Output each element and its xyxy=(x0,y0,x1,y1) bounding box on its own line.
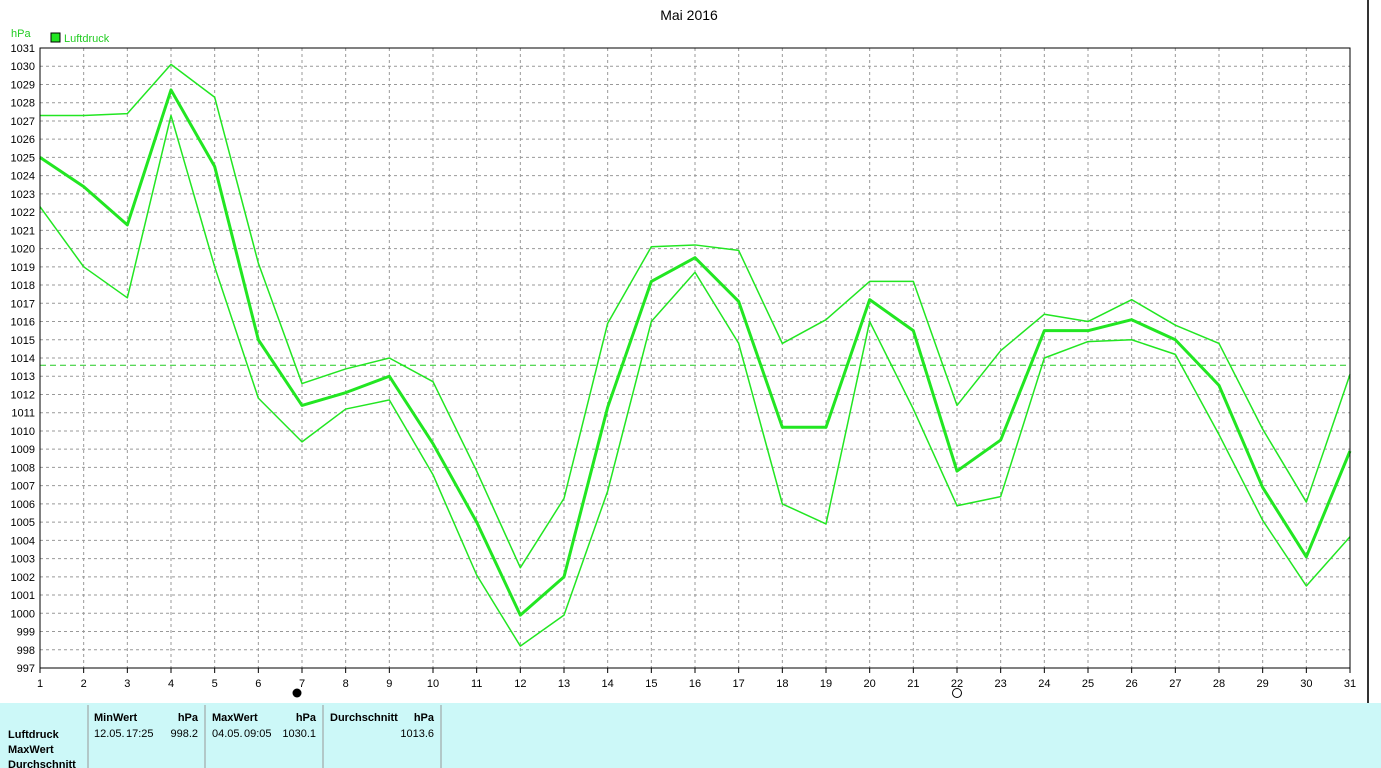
y-tick-label: 1028 xyxy=(11,98,35,110)
x-tick-label: 16 xyxy=(689,678,701,690)
column-unit: hPa xyxy=(178,712,199,724)
y-tick-label: 1004 xyxy=(11,535,35,547)
average-value: 1013.6 xyxy=(400,728,434,740)
x-tick-label: 19 xyxy=(820,678,832,690)
y-tick-label: 1025 xyxy=(11,152,35,164)
x-tick-label: 1 xyxy=(37,678,43,690)
y-tick-label: 1000 xyxy=(11,608,35,620)
y-tick-label: 1020 xyxy=(11,244,35,256)
column-header: MaxWert xyxy=(212,712,258,724)
column-unit: hPa xyxy=(296,712,317,724)
y-tick-label: 1024 xyxy=(11,171,35,183)
x-tick-label: 30 xyxy=(1300,678,1312,690)
legend-swatch xyxy=(50,32,61,43)
x-tick-label: 7 xyxy=(299,678,305,690)
y-tick-label: 1022 xyxy=(11,207,35,219)
x-tick-label: 15 xyxy=(645,678,657,690)
row-label: Durchschnitt xyxy=(8,759,76,768)
x-tick-label: 22 xyxy=(951,678,963,690)
y-tick-label: 1012 xyxy=(11,389,35,401)
legend-label: Luftdruck xyxy=(64,33,110,45)
x-tick-label: 3 xyxy=(124,678,130,690)
x-tick-label: 13 xyxy=(558,678,570,690)
series-line xyxy=(39,114,1351,647)
y-tick-label: 1009 xyxy=(11,444,35,456)
y-tick-label: 998 xyxy=(17,645,35,657)
x-tick-label: 27 xyxy=(1169,678,1181,690)
y-tick-label: 1023 xyxy=(11,189,35,201)
x-tick-label: 12 xyxy=(514,678,526,690)
x-tick-label: 9 xyxy=(386,678,392,690)
column-header: MinWert xyxy=(94,712,138,724)
time: 09:05 xyxy=(244,728,272,740)
x-tick-label: 21 xyxy=(907,678,919,690)
y-tick-label: 1021 xyxy=(11,225,35,237)
x-tick-label: 20 xyxy=(864,678,876,690)
x-tick-label: 8 xyxy=(343,678,349,690)
x-tick-label: 18 xyxy=(776,678,788,690)
x-tick-label: 23 xyxy=(995,678,1007,690)
column-unit: hPa xyxy=(414,712,435,724)
x-tick-label: 10 xyxy=(427,678,439,690)
time: 17:25 xyxy=(126,728,154,740)
new-moon-icon xyxy=(952,688,962,698)
y-tick-label: 1002 xyxy=(11,572,35,584)
y-axis-unit: hPa xyxy=(11,28,31,40)
series-line xyxy=(40,63,1351,569)
y-tick-label: 1031 xyxy=(11,43,35,55)
y-tick-label: 1006 xyxy=(11,499,35,511)
y-tick-label: 1013 xyxy=(11,371,35,383)
y-tick-label: 1014 xyxy=(11,353,35,365)
y-tick-label: 1030 xyxy=(11,61,35,73)
y-tick-label: 1010 xyxy=(11,426,35,438)
date: 04.05. xyxy=(212,728,243,740)
x-tick-label: 28 xyxy=(1213,678,1225,690)
x-tick-label: 5 xyxy=(212,678,218,690)
x-tick-label: 25 xyxy=(1082,678,1094,690)
x-tick-label: 4 xyxy=(168,678,174,690)
column-header: Durchschnitt xyxy=(330,712,398,724)
y-tick-label: 1001 xyxy=(11,590,35,602)
x-tick-label: 14 xyxy=(602,678,614,690)
x-tick-label: 17 xyxy=(733,678,745,690)
x-tick-label: 31 xyxy=(1344,678,1356,690)
y-tick-label: 1005 xyxy=(11,517,35,529)
x-tick-label: 29 xyxy=(1257,678,1269,690)
y-tick-label: 1026 xyxy=(11,134,35,146)
x-tick-label: 2 xyxy=(81,678,87,690)
y-tick-label: 999 xyxy=(17,627,35,639)
y-tick-label: 1017 xyxy=(11,298,35,310)
y-tick-label: 1008 xyxy=(11,462,35,474)
date: 12.05. xyxy=(94,728,125,740)
y-tick-label: 1007 xyxy=(11,481,35,493)
y-tick-label: 1019 xyxy=(11,262,35,274)
row-label: Luftdruck xyxy=(8,729,60,741)
chart-title: Mai 2016 xyxy=(660,7,718,23)
y-tick-label: 1015 xyxy=(11,335,35,347)
x-tick-label: 24 xyxy=(1038,678,1050,690)
y-tick-label: 1018 xyxy=(11,280,35,292)
series-line xyxy=(39,88,1352,617)
x-tick-label: 6 xyxy=(255,678,261,690)
row-label: MaxWert xyxy=(8,744,54,756)
y-tick-label: 1003 xyxy=(11,554,35,566)
x-tick-label: 26 xyxy=(1126,678,1138,690)
x-tick-label: 11 xyxy=(471,678,482,690)
y-tick-label: 1029 xyxy=(11,79,35,91)
stats-panel xyxy=(0,703,1381,768)
min-value: 998.2 xyxy=(170,728,198,740)
max-value: 1030.1 xyxy=(282,728,316,740)
y-tick-label: 997 xyxy=(17,663,35,675)
y-tick-label: 1011 xyxy=(11,408,35,420)
y-tick-label: 1016 xyxy=(11,317,35,329)
y-tick-label: 1027 xyxy=(11,116,35,128)
full-moon-icon xyxy=(292,688,302,698)
